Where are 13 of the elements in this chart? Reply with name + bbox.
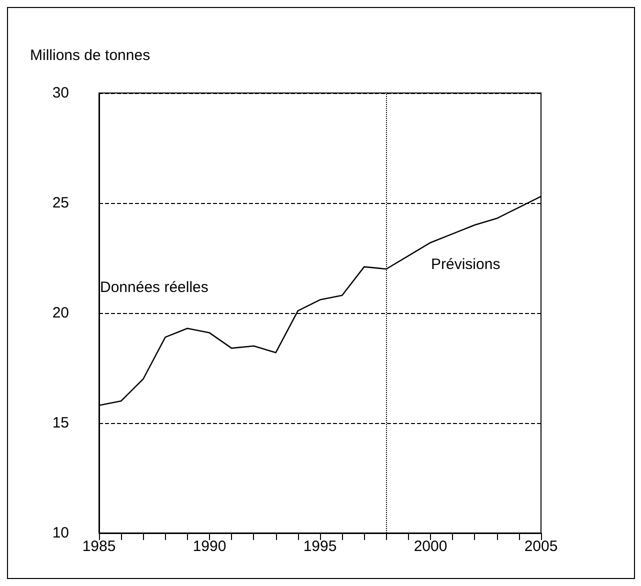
y-axis-title: Millions de tonnes [30, 47, 150, 64]
y-tick-label: 10 [52, 524, 69, 542]
x-tick-label: 1990 [192, 538, 226, 555]
y-tick-label: 30 [52, 84, 69, 102]
annotation: Données réelles [100, 279, 208, 296]
y-tick-label: 25 [52, 194, 69, 212]
annotation: Prévisions [431, 256, 500, 273]
x-tick-label: 2000 [414, 538, 448, 555]
x-tick-label: 2005 [524, 538, 558, 555]
y-tick-label: 20 [52, 304, 69, 322]
x-tick-label: 1995 [303, 538, 337, 555]
y-tick-label: 15 [52, 414, 69, 432]
x-tick-label: 1985 [82, 538, 116, 555]
